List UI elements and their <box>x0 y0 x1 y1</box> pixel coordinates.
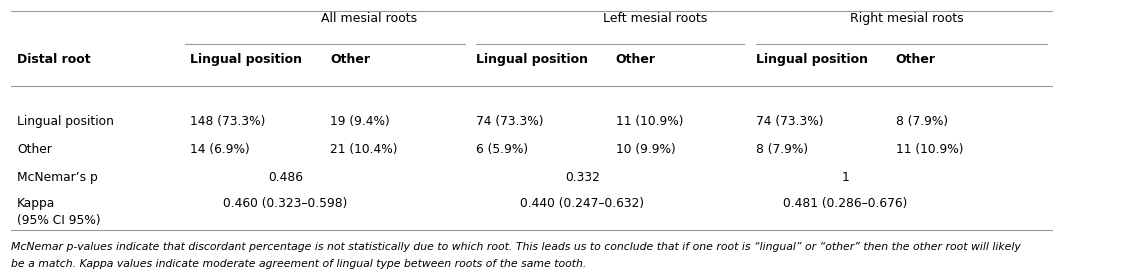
Text: 74 (73.3%): 74 (73.3%) <box>756 115 823 128</box>
Text: 6 (5.9%): 6 (5.9%) <box>476 143 528 156</box>
Text: Lingual position: Lingual position <box>756 53 868 66</box>
Text: Other: Other <box>895 53 935 66</box>
Text: 8 (7.9%): 8 (7.9%) <box>895 115 948 128</box>
Text: 0.486: 0.486 <box>268 171 303 184</box>
Text: Other: Other <box>17 143 51 156</box>
Text: 1: 1 <box>842 171 849 184</box>
Text: Other: Other <box>616 53 656 66</box>
Text: Lingual position: Lingual position <box>17 115 114 128</box>
Text: 0.440 (0.247–0.632): 0.440 (0.247–0.632) <box>520 197 644 210</box>
Text: be a match. Kappa values indicate moderate agreement of lingual type between roo: be a match. Kappa values indicate modera… <box>11 259 587 269</box>
Text: Lingual position: Lingual position <box>476 53 588 66</box>
Text: All mesial roots: All mesial roots <box>322 12 418 25</box>
Text: 21 (10.4%): 21 (10.4%) <box>330 143 397 156</box>
Text: 148 (73.3%): 148 (73.3%) <box>191 115 266 128</box>
Text: Left mesial roots: Left mesial roots <box>603 12 707 25</box>
Text: 10 (9.9%): 10 (9.9%) <box>616 143 676 156</box>
Text: (95% CI 95%): (95% CI 95%) <box>17 214 100 227</box>
Text: 74 (73.3%): 74 (73.3%) <box>476 115 544 128</box>
Text: 11 (10.9%): 11 (10.9%) <box>616 115 683 128</box>
Text: 8 (7.9%): 8 (7.9%) <box>756 143 807 156</box>
Text: Lingual position: Lingual position <box>191 53 303 66</box>
Text: 0.332: 0.332 <box>565 171 600 184</box>
Text: 0.460 (0.323–0.598): 0.460 (0.323–0.598) <box>224 197 348 210</box>
Text: McNemar’s p: McNemar’s p <box>17 171 98 184</box>
Text: Kappa: Kappa <box>17 197 55 210</box>
Text: Right mesial roots: Right mesial roots <box>850 12 964 25</box>
Text: 19 (9.4%): 19 (9.4%) <box>330 115 391 128</box>
Text: 11 (10.9%): 11 (10.9%) <box>895 143 963 156</box>
Text: 0.481 (0.286–0.676): 0.481 (0.286–0.676) <box>783 197 908 210</box>
Text: McNemar p-values indicate that discordant percentage is not statistically due to: McNemar p-values indicate that discordan… <box>11 242 1021 252</box>
Text: 14 (6.9%): 14 (6.9%) <box>191 143 250 156</box>
Text: Other: Other <box>330 53 370 66</box>
Text: Distal root: Distal root <box>17 53 90 66</box>
